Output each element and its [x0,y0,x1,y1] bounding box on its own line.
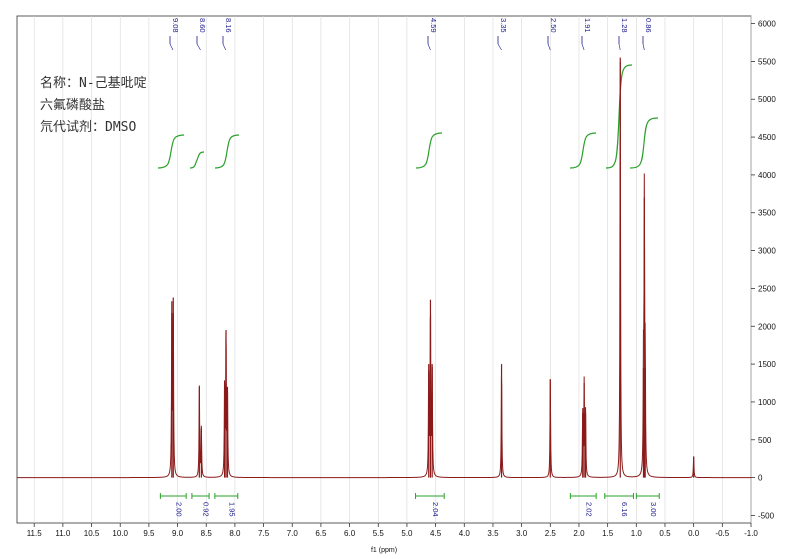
y-tick-label: 500 [758,436,772,445]
integral-curve [214,134,240,169]
x-tick-label: 8.5 [201,529,213,538]
peak-label-connector [547,43,551,51]
x-tick-label: 7.0 [287,529,299,538]
integral-curve [629,117,659,169]
peak-label: 8.60 [198,18,207,33]
peak-label: 1.28 [620,18,629,33]
x-tick-label: 2.5 [545,529,557,538]
x-tick-label: 0.0 [688,529,700,538]
peak-label: 3.35 [499,18,508,33]
x-tick-label: 10.5 [84,529,100,538]
x-tick-label: 6.0 [344,529,356,538]
peak-label-connector [642,43,645,51]
y-tick-label: 1000 [758,398,776,407]
x-tick-label: 9.5 [143,529,155,538]
spectrum-trace [17,57,751,479]
integral-value: 2.00 [174,502,183,517]
peak-label: 4.59 [429,18,438,33]
y-tick-label: 5000 [758,95,776,104]
y-tick-label: -500 [758,511,775,520]
peak-label-connector [497,43,502,51]
peak-label-connector [618,43,621,51]
x-tick-label: 0.5 [659,529,671,538]
plot-frame [16,15,752,524]
y-tick-label: 4500 [758,133,776,142]
x-tick-label: 4.0 [459,529,471,538]
integral-value: 0.92 [202,502,211,517]
integral-value: 3.00 [649,502,658,517]
grid-lines [33,16,752,523]
integral-value: 1.95 [227,502,236,517]
integral-curve [415,132,443,169]
y-tick-label: 4000 [758,171,776,180]
peak-label-markers: 9.08 8.60 8.16 4.59 3.35 2.50 1.91 1.28 0.86 [169,18,653,51]
peak-label: 0.86 [644,18,653,33]
integral-value: 2.04 [431,502,440,517]
peak-label: 8.16 [224,18,233,33]
y-tick-label: 1500 [758,360,776,369]
y-tick-label: 3000 [758,247,776,256]
peak-label-connector [222,43,227,51]
integral-curve [569,132,597,169]
integral-curve [157,134,185,169]
y-tick-label: 2000 [758,322,776,331]
y-tick-label: 0 [758,474,763,483]
x-axis: 11.5 11.0 10.5 10.0 9.5 9.0 8.5 8.0 7.5 7.0 6.5 6.0… [27,523,758,538]
x-tick-label: 5.5 [373,529,385,538]
integral-curve [605,64,633,169]
x-tick-label: 1.5 [602,529,614,538]
x-tick-label: 2.0 [573,529,585,538]
x-tick-label: -1.0 [744,529,758,538]
x-tick-label: -0.5 [715,529,729,538]
peak-label: 9.08 [171,18,180,33]
y-tick-label: 5500 [758,57,776,66]
integral-value: 6.16 [620,502,629,517]
solvent-label: 氘代试剂：DMSO [40,120,137,135]
peak-label-connector [196,43,201,51]
y-tick-label: 3500 [758,209,776,218]
x-tick-label: 5.0 [401,529,413,538]
x-tick-label: 10.0 [112,529,128,538]
y-axis: 6000550050004500400035003000250020001500… [751,20,776,520]
x-tick-label: 3.5 [487,529,499,538]
spectrum-line [17,61,751,479]
x-axis-title: f1 (ppm) [371,547,397,554]
y-tick-label: 6000 [758,20,776,29]
integral-curve [189,151,205,169]
compound-name: 名称：N-己基吡啶 [40,76,147,91]
peak-label-connector [427,43,431,51]
x-tick-label: 7.5 [258,529,270,538]
x-tick-label: 1.0 [631,529,643,538]
x-tick-label: 11.5 [27,529,43,538]
integral-value: 2.02 [584,502,593,517]
integration-bars: 2.00 0.92 1.95 2.04 2.02 6.16 3.00 [159,493,660,517]
x-tick-label: 6.5 [315,529,327,538]
integral-curves [157,64,659,169]
peak-label-connector [169,43,174,51]
compound-salt: 六氟磷酸盐 [40,98,106,113]
y-tick-label: 2500 [758,284,776,293]
peak-label: 2.50 [549,18,558,33]
x-tick-label: 11.0 [55,529,71,538]
x-tick-label: 3.0 [516,529,528,538]
x-tick-label: 8.0 [229,529,241,538]
x-tick-label: 9.0 [172,529,184,538]
peak-label-connector [581,43,585,51]
x-tick-label: 4.5 [430,529,442,538]
peak-label: 1.91 [583,18,592,33]
